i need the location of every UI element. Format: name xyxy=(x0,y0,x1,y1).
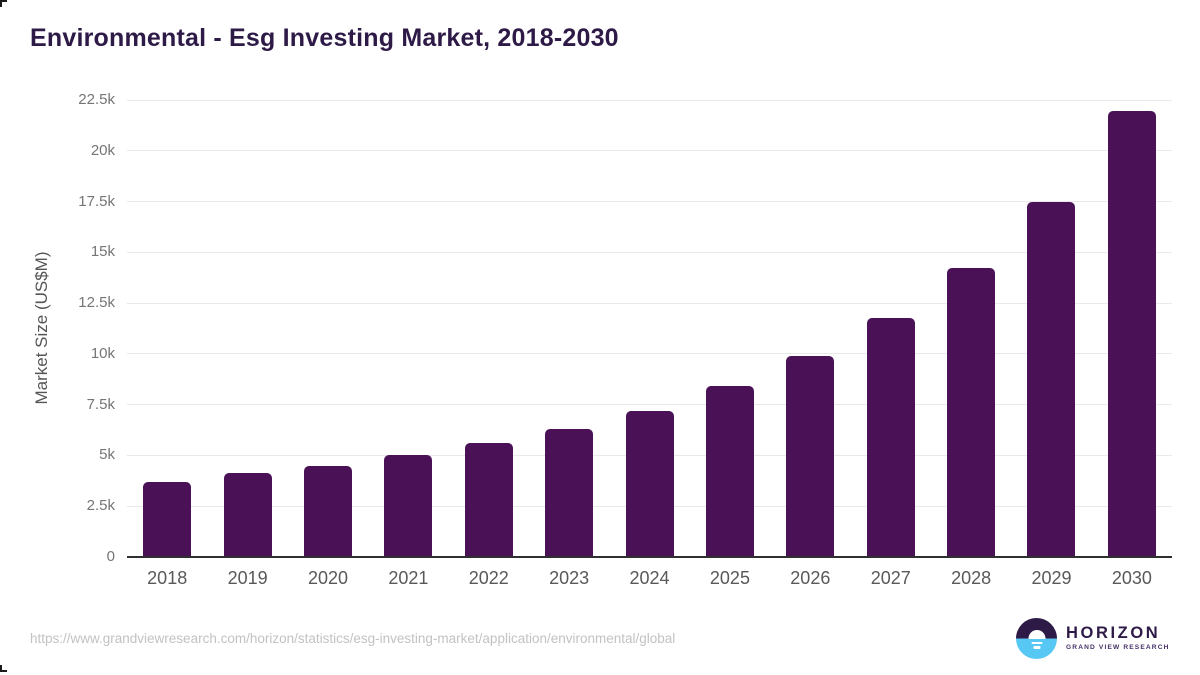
gridline-7.5k xyxy=(127,404,1172,406)
bar-slot-2018 xyxy=(127,100,207,557)
y-tick-label-22.5k: 22.5k xyxy=(78,91,115,108)
bar-2023[interactable] xyxy=(545,429,594,557)
horizon-logo-text: HORIZON GRAND VIEW RESEARCH xyxy=(1066,625,1170,651)
sun-dome-icon xyxy=(1028,629,1045,639)
wave-line-icon xyxy=(1031,641,1042,644)
x-tick-label-2026: 2026 xyxy=(790,568,831,588)
x-tick-label-2030: 2030 xyxy=(1111,568,1152,588)
gridline-20k xyxy=(127,150,1172,152)
bar-2018[interactable] xyxy=(143,482,192,557)
x-tick-label-2029: 2029 xyxy=(1031,568,1072,588)
x-tick-label-2022: 2022 xyxy=(468,568,509,588)
y-tick-label-5k: 5k xyxy=(99,446,115,464)
y-tick-label-17.5k: 17.5k xyxy=(78,192,115,210)
y-tick-label-20k: 20k xyxy=(90,141,115,159)
bar-2026[interactable] xyxy=(786,356,835,557)
bar-slot-2021 xyxy=(368,100,448,557)
gridline-10k xyxy=(127,353,1172,355)
x-tick-label-2020: 2020 xyxy=(307,568,348,588)
bar-2029[interactable] xyxy=(1027,202,1076,557)
bar-slot-2026 xyxy=(770,100,850,557)
y-tick-label-7.5k: 7.5k xyxy=(86,395,115,413)
x-tick-label-2018: 2018 xyxy=(147,568,188,588)
gridline-12.5k xyxy=(127,302,1172,304)
bar-2019[interactable] xyxy=(223,473,272,557)
plot-area xyxy=(127,99,1172,558)
horizon-logo-icon xyxy=(1016,618,1057,659)
bar-2021[interactable] xyxy=(384,455,433,557)
bar-2024[interactable] xyxy=(625,411,674,557)
x-tick-label-2024: 2024 xyxy=(629,568,670,588)
y-tick-label-2.5k: 2.5k xyxy=(86,497,115,515)
gridline-15k xyxy=(127,251,1172,253)
x-axis-line xyxy=(127,556,1172,558)
x-axis-ticks: 2018 2019 2020 2021 2022 2023 2024 2025 2026 2027… xyxy=(127,568,1172,589)
bar-slot-2025 xyxy=(690,100,770,557)
horizon-logo: HORIZON GRAND VIEW RESEARCH xyxy=(1016,618,1170,659)
x-tick-label-2021: 2021 xyxy=(388,568,429,588)
bar-2027[interactable] xyxy=(866,318,915,557)
bar-2030[interactable] xyxy=(1107,111,1156,557)
bar-slot-2027 xyxy=(851,100,931,557)
wave-line-icon xyxy=(1033,646,1040,649)
gridline-17.5k xyxy=(127,201,1172,203)
logo-name: HORIZON xyxy=(1066,624,1161,643)
y-tick-label-12.5k: 12.5k xyxy=(78,294,115,312)
y-tick-label-15k: 15k xyxy=(90,243,115,261)
bar-2022[interactable] xyxy=(464,443,513,557)
x-tick-label-2023: 2023 xyxy=(549,568,590,588)
bar-slot-2030 xyxy=(1092,100,1172,557)
logo-subtitle: GRAND VIEW RESEARCH xyxy=(1066,643,1170,651)
gridline-22.5k xyxy=(127,99,1172,101)
bar-slot-2023 xyxy=(529,100,609,557)
x-tick-label-2025: 2025 xyxy=(709,568,750,588)
bar-slot-2022 xyxy=(449,100,529,557)
y-tick-label-0: 0 xyxy=(106,548,115,565)
x-tick-label-2028: 2028 xyxy=(951,568,992,588)
bars-container xyxy=(127,100,1172,557)
bar-slot-2029 xyxy=(1011,100,1091,557)
y-tick-label-10k: 10k xyxy=(90,344,115,362)
bar-slot-2028 xyxy=(931,100,1011,557)
x-tick-label-2027: 2027 xyxy=(870,568,911,588)
source-url: https://www.grandviewresearch.com/horizo… xyxy=(30,631,676,646)
bar-slot-2019 xyxy=(207,100,287,557)
crop-mark-bottom-left xyxy=(0,665,7,672)
y-axis-title: Market Size (US$M) xyxy=(32,251,51,405)
bar-2025[interactable] xyxy=(705,386,754,557)
crop-mark-top-left xyxy=(0,0,7,7)
bar-slot-2020 xyxy=(288,100,368,557)
bar-slot-2024 xyxy=(609,100,689,557)
chart-title: Environmental - Esg Investing Market, 20… xyxy=(30,24,619,52)
bar-2020[interactable] xyxy=(303,466,352,557)
x-tick-label-2019: 2019 xyxy=(227,568,268,588)
bar-2028[interactable] xyxy=(947,268,996,557)
